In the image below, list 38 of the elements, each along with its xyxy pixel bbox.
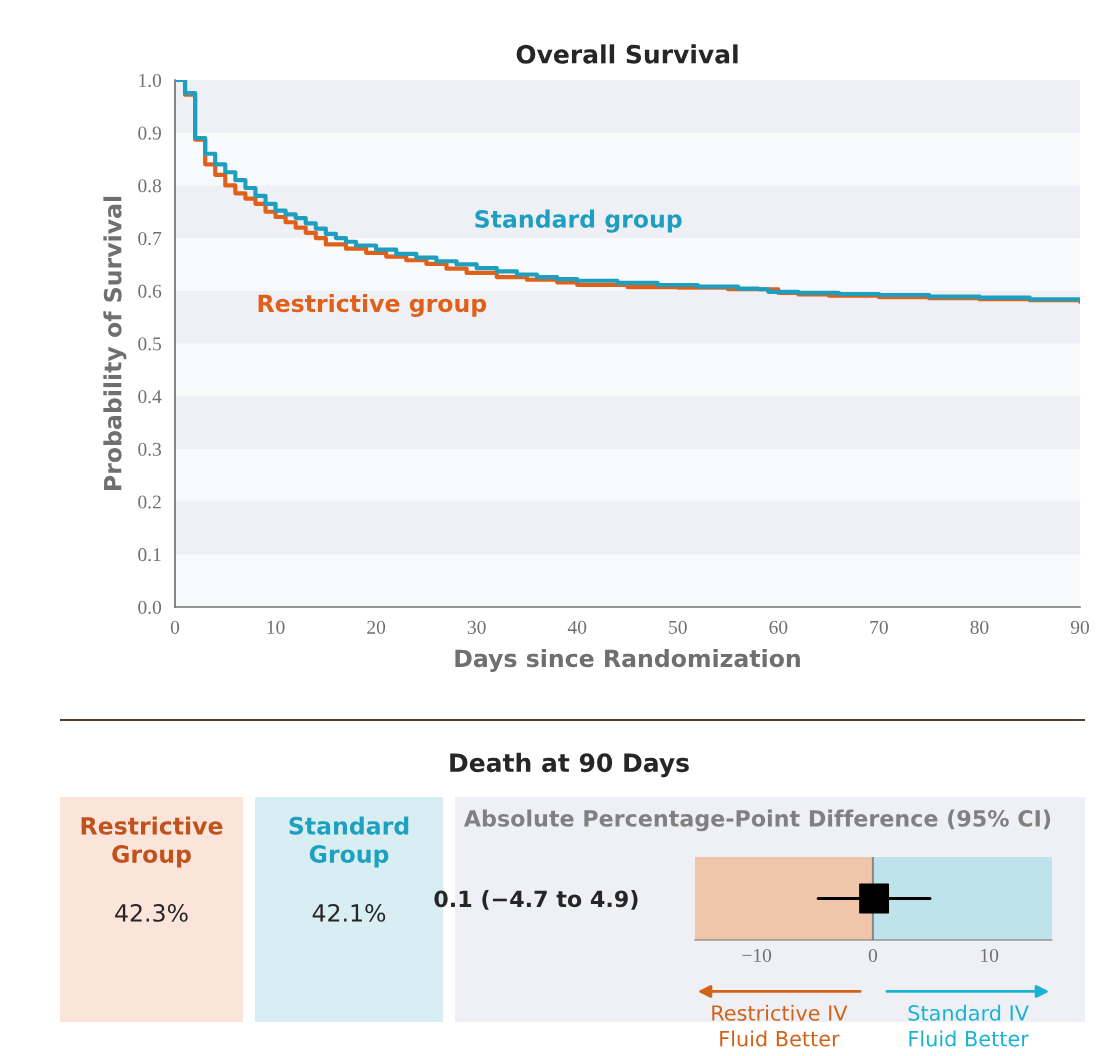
x-tick-label: 70	[870, 620, 888, 634]
chart-title: Absolute Percentage-Point Difference (95% CI)	[463, 809, 1051, 832]
x-tick-label: 0	[170, 620, 180, 634]
text: 42.1%	[312, 903, 386, 922]
y-tick-label: 0.4	[138, 390, 162, 404]
x-tick-label: 10	[981, 948, 999, 963]
x-tick-label: 20	[367, 620, 386, 634]
y-tick-label: 0.8	[138, 179, 162, 193]
y-tick-label: 1.0	[139, 73, 162, 88]
text: Standard IV Fluid Better	[908, 1004, 1029, 1047]
y-tick-label: 0.9	[138, 126, 162, 140]
y-tick-label: 0.7	[138, 231, 162, 246]
x-tick-label: 0	[868, 948, 878, 963]
x-tick-label: 80	[970, 620, 989, 634]
text: 42.3%	[115, 903, 188, 922]
x-tick-label: 90	[1070, 620, 1089, 634]
y-tick-label: 0.1	[138, 548, 161, 562]
y-tick-label: 0.0	[138, 600, 162, 615]
chart-title: Overall Survival	[516, 44, 738, 64]
y-tick-label: 0.5	[138, 337, 162, 351]
x-tick-label: 50	[669, 620, 687, 634]
x-axis-title: Days since Randomization	[455, 648, 800, 672]
series-label: Standard group	[475, 209, 682, 233]
series-label: Restrictive group	[258, 293, 487, 317]
category-label: Standard Group	[289, 816, 409, 868]
text: Restrictive IV Fluid Better	[712, 1004, 848, 1047]
y-tick-label: 0.3	[138, 442, 162, 456]
x-tick-label: −10	[742, 948, 772, 963]
y-axis-title: Probability of Survival	[103, 196, 127, 490]
category-label: Restrictive Group	[81, 816, 223, 868]
x-tick-label: 30	[467, 620, 486, 634]
y-tick-label: 0.6	[138, 284, 162, 298]
y-tick-label: 0.1 (−4.7 to 4.9)	[434, 890, 638, 910]
y-tick-label: 0.2	[138, 495, 161, 509]
x-tick-label: 10	[267, 620, 285, 634]
text: Death at 90 Days	[450, 752, 689, 778]
x-tick-label: 60	[769, 620, 788, 634]
x-tick-label: 40	[567, 620, 587, 634]
